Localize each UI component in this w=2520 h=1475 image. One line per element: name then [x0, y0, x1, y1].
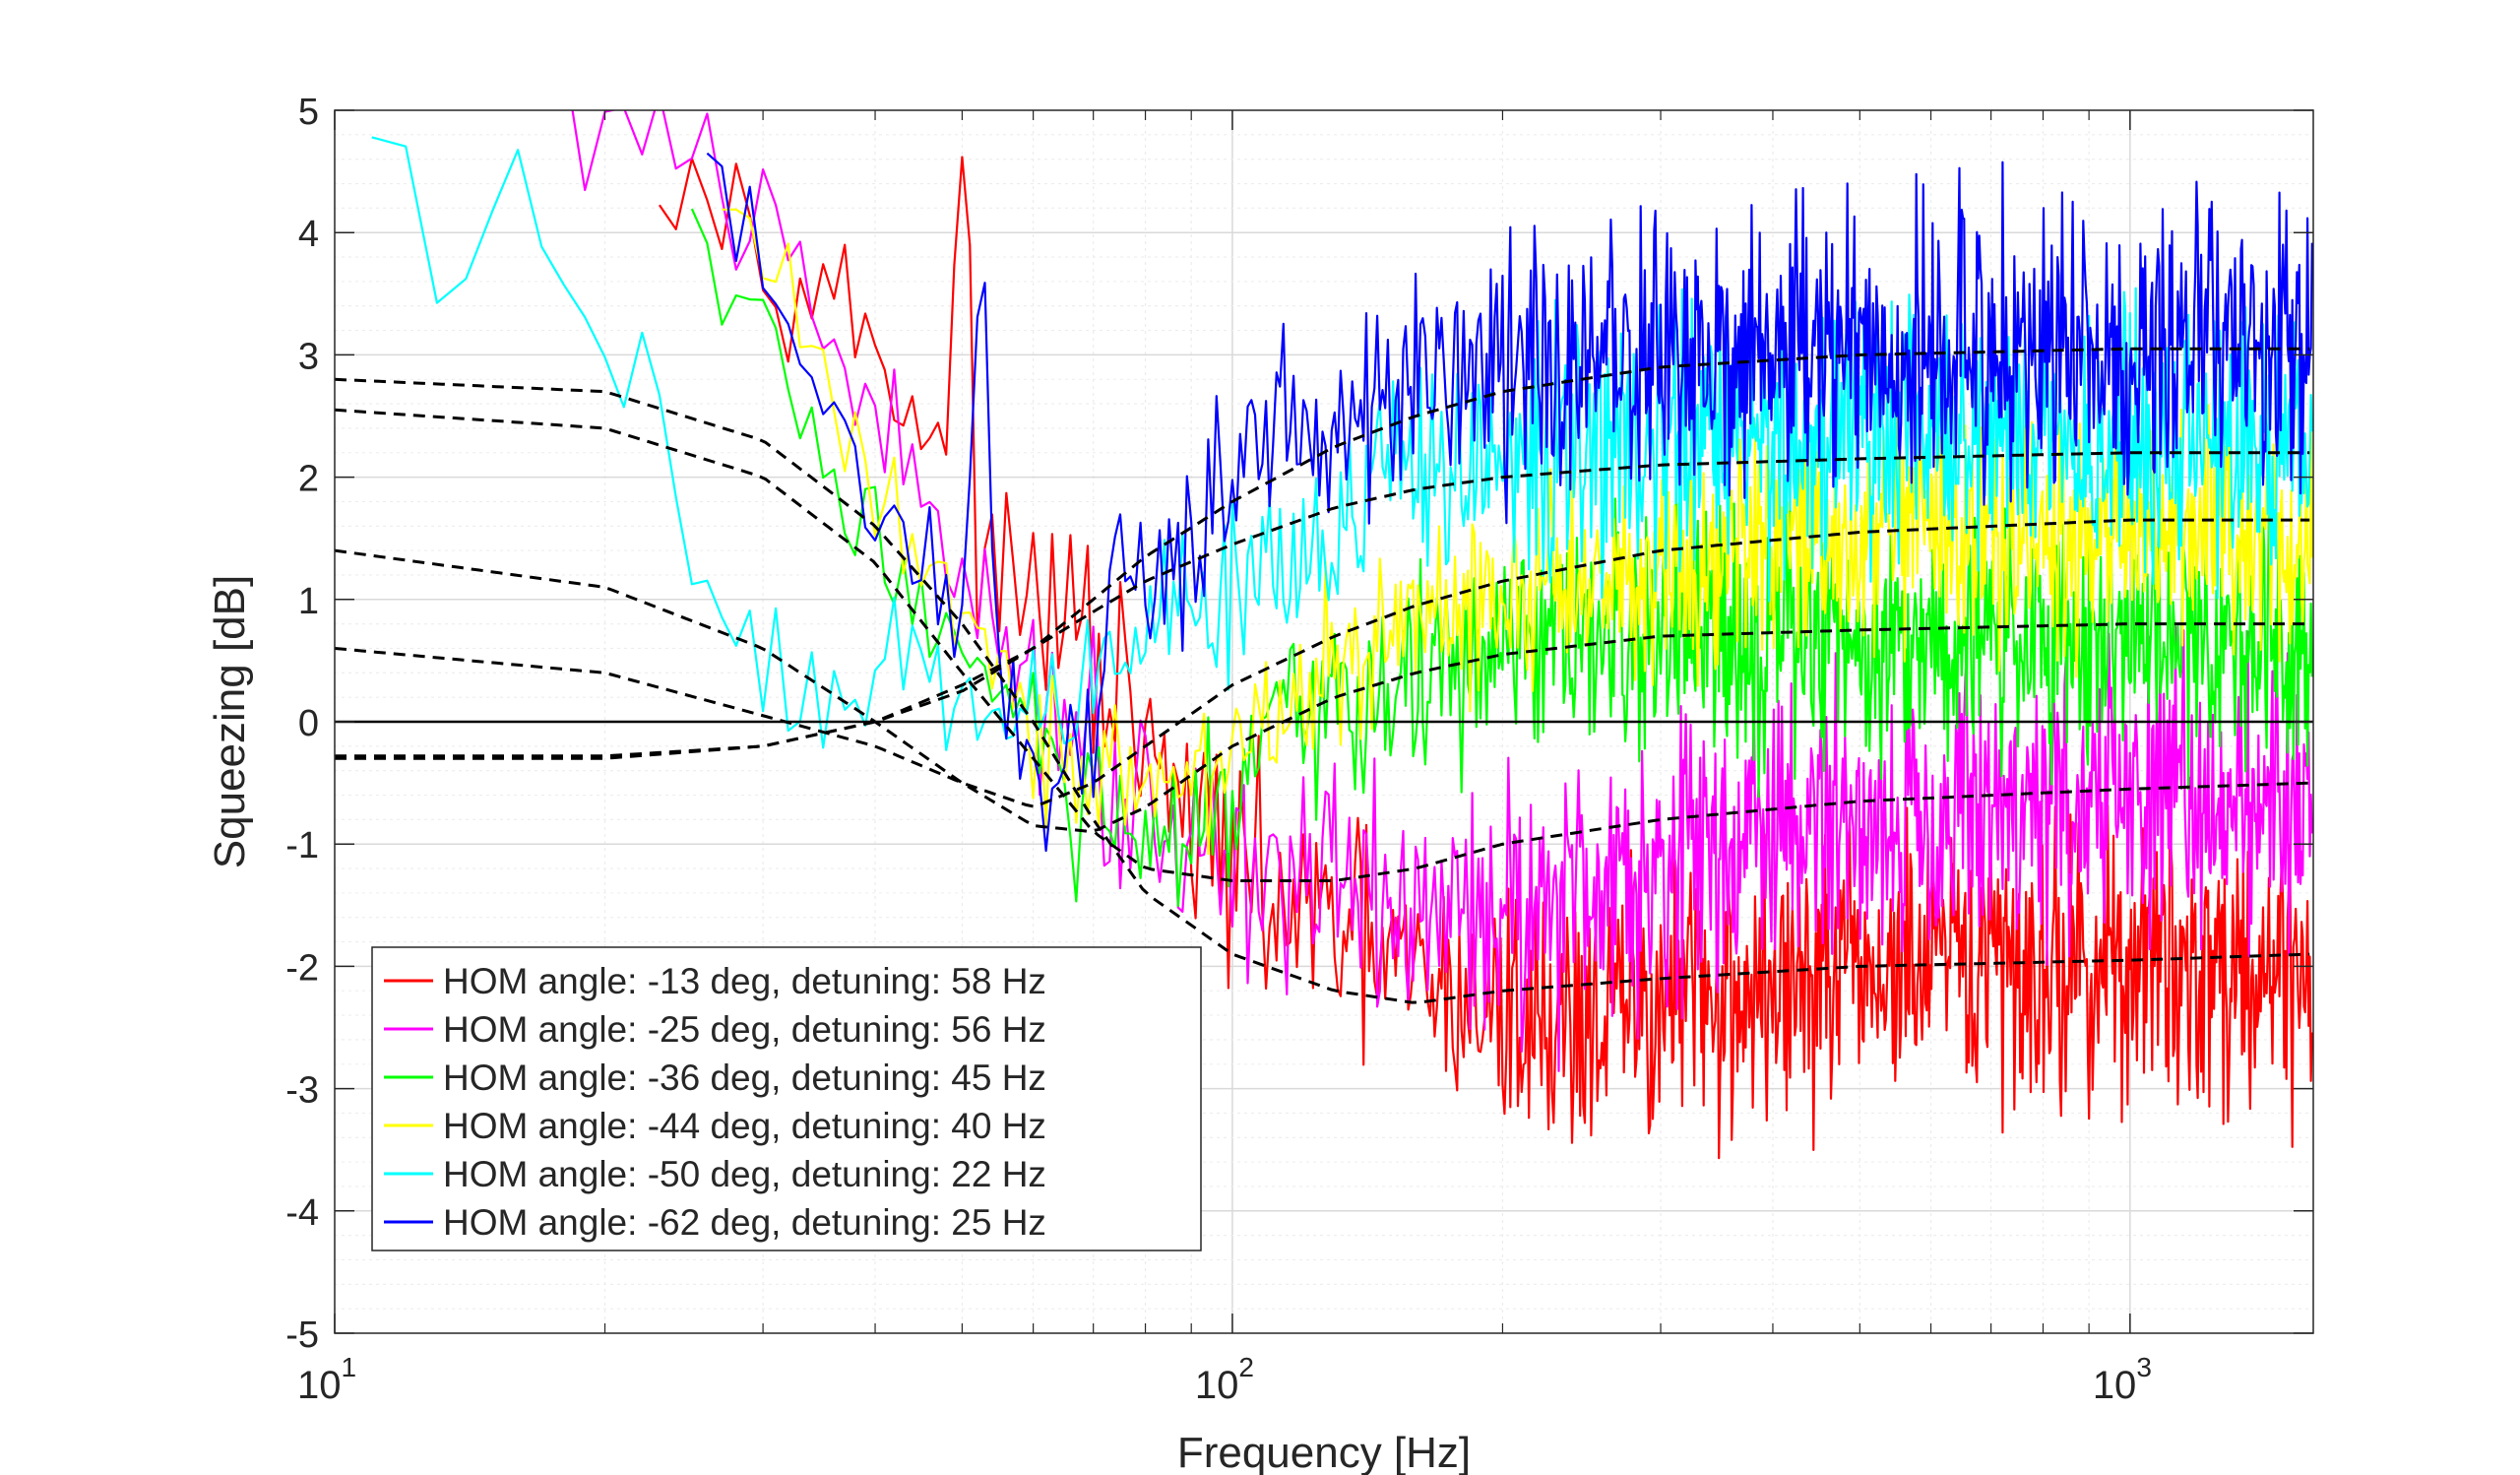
legend-label: HOM angle: -13 deg, detuning: 58 Hz: [443, 961, 1046, 1001]
y-tick-label: 4: [298, 214, 319, 255]
x-tick-label: 102: [1195, 1352, 1254, 1407]
model-curve-5: [335, 451, 2310, 758]
y-tick-label: 1: [298, 581, 319, 622]
y-tick-label: 0: [298, 703, 319, 744]
model-curve-6: [335, 347, 2310, 760]
model-curve-2: [335, 408, 2310, 882]
y-tick-label: -1: [285, 825, 319, 866]
y-tick-label: 5: [298, 92, 319, 133]
model-curves: [335, 347, 2310, 1004]
x-tick-label: 103: [2093, 1352, 2152, 1407]
series-layer: [371, 110, 2313, 1160]
y-tick-label: -2: [285, 947, 319, 989]
x-tick-label: 101: [297, 1352, 356, 1407]
y-tick-label: 3: [298, 336, 319, 377]
legend-label: HOM angle: -36 deg, detuning: 45 Hz: [443, 1058, 1046, 1098]
legend-label: HOM angle: -25 deg, detuning: 56 Hz: [443, 1009, 1046, 1050]
axis-ticks: -5 -4 -3 -2 -1 0 1 2 3 4 5 101 102 103: [285, 92, 2313, 1407]
model-curve-1: [335, 377, 2310, 1004]
model-curve-3: [335, 548, 2310, 833]
series-line-6: [706, 152, 2313, 853]
model-curve-4: [335, 518, 2310, 808]
series-line-4: [722, 208, 2313, 856]
x-axis-label: Frequency [Hz]: [1177, 1429, 1471, 1475]
y-axis-label: Squeezing [dB]: [206, 575, 254, 868]
y-tick-label: -3: [285, 1070, 319, 1112]
legend-label: HOM angle: -44 deg, detuning: 40 Hz: [443, 1106, 1046, 1146]
legend-label: HOM angle: -50 deg, detuning: 22 Hz: [443, 1154, 1046, 1194]
y-tick-label: -5: [285, 1315, 319, 1356]
y-tick-label: 2: [298, 459, 319, 500]
legend: HOM angle: -13 deg, detuning: 58 Hz HOM a…: [371, 946, 1202, 1251]
series-line-2: [571, 110, 2313, 1072]
y-tick-label: -4: [285, 1192, 319, 1234]
legend-box: [371, 946, 1202, 1251]
legend-label: HOM angle: -62 deg, detuning: 25 Hz: [443, 1202, 1046, 1243]
